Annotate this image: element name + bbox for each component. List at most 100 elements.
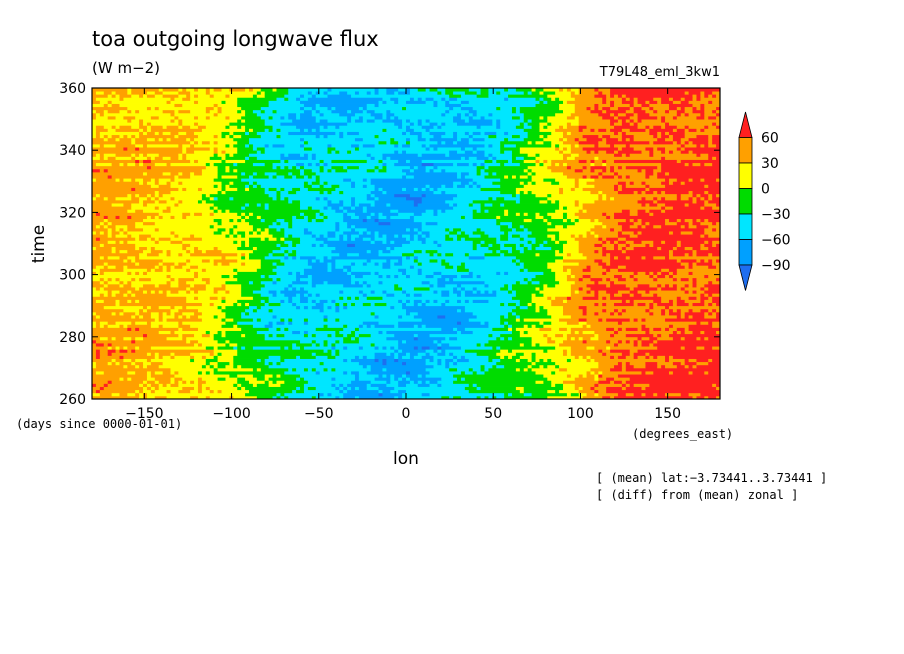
- heatmap-cell: [406, 374, 419, 378]
- heatmap-cell: [288, 159, 321, 164]
- heatmap-cell: [468, 109, 478, 114]
- heatmap-cell: [127, 193, 132, 198]
- heatmap-cell: [92, 224, 97, 229]
- heatmap-cell: [684, 97, 693, 101]
- heatmap-cell: [464, 293, 497, 297]
- heatmap-cell: [374, 352, 387, 356]
- heatmap-cell: [186, 150, 195, 154]
- heatmap-cell: [500, 150, 505, 154]
- heatmap-cell: [590, 168, 595, 173]
- heatmap-cell: [543, 358, 548, 363]
- heatmap-cell: [425, 237, 446, 241]
- heatmap-cell: [139, 262, 160, 266]
- heatmap-cell: [665, 364, 678, 369]
- heatmap-cell: [629, 218, 635, 223]
- heatmap-cell: [296, 305, 301, 310]
- heatmap-cell: [143, 221, 156, 226]
- heatmap-cell: [386, 234, 395, 238]
- heatmap-cell: [578, 277, 584, 282]
- heatmap-cell: [264, 361, 270, 366]
- heatmap-cell: [464, 262, 517, 266]
- heatmap-cell: [99, 315, 132, 319]
- heatmap-cell: [511, 246, 517, 251]
- heatmap-cell: [331, 349, 336, 353]
- heatmap-cell: [386, 302, 403, 307]
- heatmap-cell: [692, 103, 701, 108]
- heatmap-cell: [213, 153, 219, 157]
- heatmap-cell: [535, 159, 540, 164]
- heatmap-cell: [511, 159, 525, 164]
- heatmap-cell: [92, 218, 105, 223]
- heatmap-cell: [92, 343, 97, 347]
- heatmap-cell: [264, 358, 281, 363]
- heatmap-cell: [150, 389, 156, 394]
- heatmap-cell: [154, 215, 160, 220]
- heatmap-cell: [92, 153, 97, 157]
- heatmap-cell: [559, 367, 568, 372]
- heatmap-cell: [170, 231, 175, 235]
- heatmap-cell: [260, 265, 277, 269]
- heatmap-cell: [311, 147, 328, 151]
- heatmap-cell: [574, 336, 580, 341]
- heatmap-cell: [563, 255, 587, 260]
- heatmap-cell: [264, 187, 270, 192]
- heatmap-cell: [319, 178, 344, 182]
- heatmap-cell: [252, 171, 258, 176]
- heatmap-cell: [390, 374, 395, 378]
- heatmap-cell: [621, 122, 631, 126]
- heatmap-cell: [657, 137, 666, 142]
- heatmap-cell: [633, 97, 638, 101]
- heatmap-cell: [209, 364, 215, 369]
- heatmap-cell: [143, 389, 152, 394]
- heatmap-cell: [339, 234, 344, 238]
- heatmap-cell: [665, 355, 670, 359]
- heatmap-cell: [339, 184, 352, 188]
- heatmap-cell: [523, 156, 536, 160]
- heatmap-cell: [500, 122, 521, 126]
- heatmap-cell: [123, 203, 132, 207]
- heatmap-cell: [201, 318, 222, 322]
- heatmap-cell: [680, 147, 686, 151]
- heatmap-cell: [570, 153, 580, 157]
- heatmap-cell: [209, 389, 215, 394]
- heatmap-cell: [606, 346, 611, 350]
- heatmap-cell: [563, 100, 568, 104]
- heatmap-cell: [135, 336, 144, 341]
- heatmap-cell: [170, 371, 175, 375]
- heatmap-cell: [625, 392, 635, 397]
- heatmap-cell: [614, 175, 619, 179]
- heatmap-cell: [123, 311, 136, 316]
- heatmap-cell: [641, 231, 670, 235]
- heatmap-cell: [221, 156, 226, 160]
- heatmap-cell: [335, 131, 340, 136]
- heatmap-cell: [335, 209, 344, 213]
- heatmap-cell: [602, 374, 619, 378]
- heatmap-cell: [625, 249, 670, 254]
- heatmap-cell: [366, 153, 372, 157]
- heatmap-cell: [535, 240, 544, 244]
- heatmap-cell: [194, 94, 199, 98]
- heatmap-cell: [303, 330, 309, 335]
- heatmap-cell: [280, 374, 301, 378]
- heatmap-cell: [366, 227, 407, 232]
- heatmap-cell: [139, 196, 148, 201]
- heatmap-cell: [205, 330, 211, 335]
- heatmap-cell: [319, 212, 324, 216]
- heatmap-cell: [578, 321, 587, 325]
- heatmap-cell: [135, 315, 140, 319]
- heatmap-cell: [421, 280, 430, 285]
- heatmap-cell: [527, 134, 540, 139]
- heatmap-cell: [586, 234, 595, 238]
- heatmap-cell: [225, 321, 238, 325]
- heatmap-cell: [343, 339, 360, 344]
- heatmap-cell: [335, 168, 348, 173]
- heatmap-cell: [139, 311, 152, 316]
- heatmap-cell: [225, 234, 230, 238]
- heatmap-cell: [598, 374, 603, 378]
- heatmap-cell: [225, 156, 246, 160]
- heatmap-cell: [661, 115, 666, 120]
- heatmap-cell: [92, 134, 97, 139]
- heatmap-cell: [409, 293, 415, 297]
- heatmap-cell: [606, 271, 635, 275]
- heatmap-cell: [712, 252, 721, 257]
